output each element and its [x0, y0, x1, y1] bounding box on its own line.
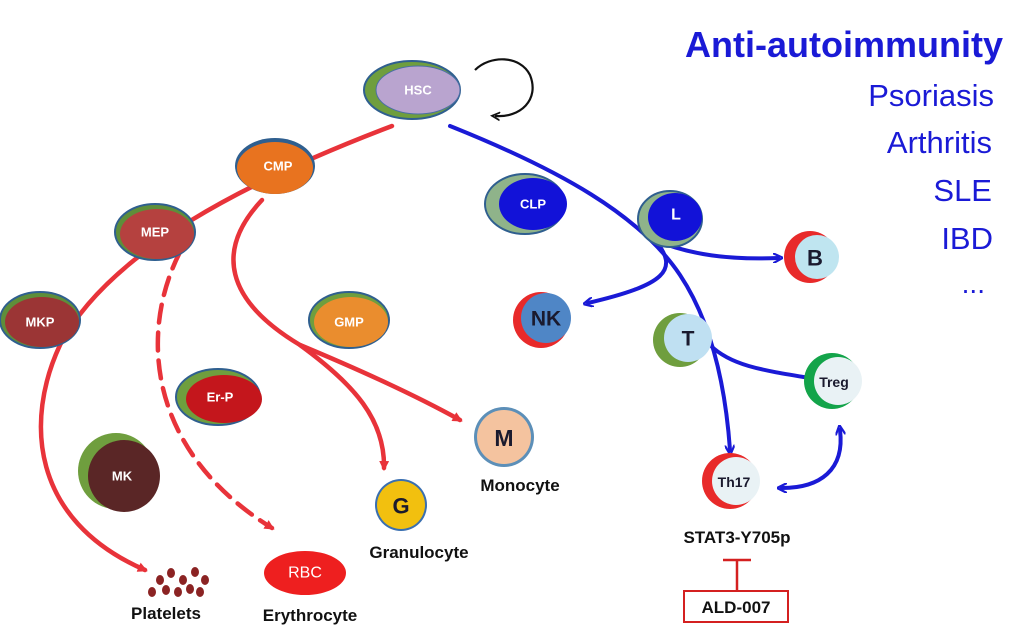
cell-mk: MK	[78, 433, 160, 512]
cell-mkp: MKP	[0, 291, 81, 349]
side-item-more: ...	[962, 268, 985, 299]
side-item-ibd: IBD	[941, 221, 993, 256]
side-item-arthritis: Arthritis	[887, 125, 992, 160]
cell-th17: Th17	[702, 453, 760, 509]
cell-mep: MEP	[114, 203, 196, 261]
cell-erp: Er-P	[175, 368, 262, 426]
caption-erythrocyte: Erythrocyte	[263, 606, 357, 625]
caption-monocyte: Monocyte	[480, 476, 559, 495]
arrow-hsc-to-t	[448, 124, 730, 450]
cell-clp-label: CLP	[520, 197, 546, 212]
cell-t: T	[653, 313, 712, 367]
cell-rbc-label: RBC	[288, 565, 322, 582]
cell-gmp: GMP	[308, 291, 390, 349]
cell-t-label: T	[682, 328, 695, 351]
side-panel-title: Anti-autoimmunity	[685, 24, 1003, 65]
side-item-sle: SLE	[933, 173, 992, 208]
cell-l-label: L	[671, 207, 681, 224]
arrow-l-to-nk	[588, 238, 668, 303]
cell-hsc-label: HSC	[404, 83, 432, 98]
arrow-t-to-treg	[708, 343, 810, 378]
cell-treg-label: Treg	[819, 374, 849, 390]
inhibitor-label: ALD-007	[702, 598, 771, 617]
cell-hsc: HSC	[363, 60, 461, 120]
cell-th17-label: Th17	[718, 474, 751, 490]
cell-mep-label: MEP	[141, 225, 170, 240]
caption-granulocyte: Granulocyte	[369, 543, 468, 562]
platelets-cluster	[148, 567, 209, 597]
cell-b: B	[784, 231, 839, 283]
cell-treg: Treg	[804, 353, 862, 409]
side-panel: Anti-autoimmunity Psoriasis Arthritis SL…	[685, 24, 1003, 299]
arrow-th17-treg-balance	[782, 430, 841, 488]
cell-gmp-label: GMP	[334, 315, 364, 330]
self-renewal-arrow	[474, 58, 534, 116]
cell-cmp: CMP	[235, 138, 315, 194]
arrow-gmp-to-monocyte	[297, 342, 463, 423]
cell-b-label: B	[807, 246, 823, 271]
cell-clp: CLP	[484, 173, 567, 235]
cell-erp-label: Er-P	[207, 390, 234, 405]
cell-mkp-label: MKP	[26, 315, 55, 330]
inhibitor-box	[683, 590, 789, 623]
cell-nk: NK	[513, 292, 571, 348]
cell-rbc: RBC	[264, 551, 346, 595]
caption-stat3: STAT3-Y705p	[683, 528, 790, 547]
cell-granulocyte: G	[375, 479, 427, 531]
cell-m-label: M	[494, 425, 513, 451]
arrow-mep-to-rbc	[155, 249, 275, 531]
inhibition-mark	[723, 558, 751, 591]
cell-g-label: G	[392, 494, 409, 519]
side-item-psoriasis: Psoriasis	[868, 78, 994, 113]
cell-nk-label: NK	[531, 308, 561, 331]
cell-mk-label: MK	[112, 469, 133, 484]
cell-cmp-label: CMP	[264, 159, 293, 174]
cell-l: L	[637, 190, 703, 248]
caption-platelets: Platelets	[131, 604, 201, 623]
cell-monocyte: M	[474, 407, 534, 467]
